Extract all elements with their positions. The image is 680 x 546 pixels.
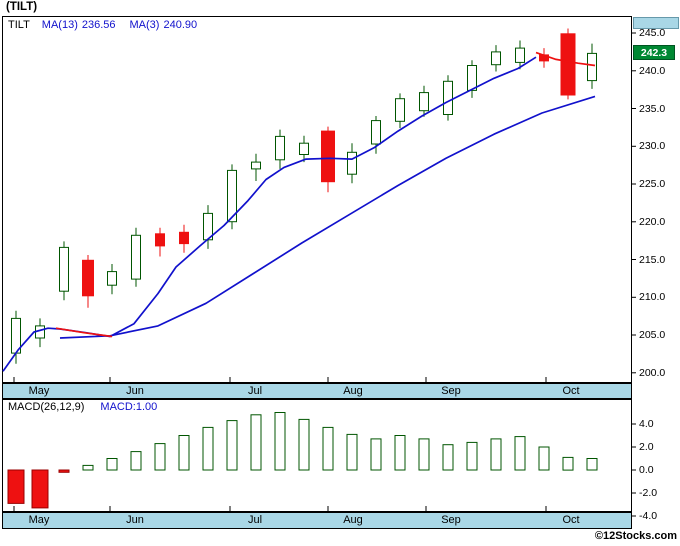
macd-bar-down [58,469,70,473]
candle-up [491,51,501,66]
macd-bar-down [31,469,49,509]
macd-axis-label: 2.0 [639,441,654,453]
candle-up [131,234,141,280]
price-axis-label: 235.0 [639,102,666,115]
macd-bar-up [154,443,166,471]
ma3-line [2,56,537,372]
macd-bar-up [586,458,598,471]
candle-up [587,52,597,82]
candle-up [347,151,357,175]
macd-bar-up [178,435,190,471]
macd-bar-up [106,458,118,471]
candle-up [395,98,405,122]
month-label: Jun [126,385,144,397]
price-axis-label: 240.0 [639,64,666,77]
legend-ma13-value: 236.56 [81,19,116,31]
price-axis-label: 230.0 [639,140,666,153]
ma3-line-red-segment [535,51,596,67]
macd-bar-up [442,444,454,471]
ma3-line-red-segment [55,327,113,338]
legend-ma13-label: MA(13) [41,19,78,31]
copyright-link[interactable]: ©12Stocks.com [594,530,677,542]
candle-down [560,33,576,96]
macd-bar-up [514,436,526,471]
price-axis-label: 220.0 [639,215,666,228]
month-label: Aug [343,514,363,526]
month-label: May [28,385,50,397]
macd-bar-up [346,433,358,471]
month-label: Aug [343,385,363,397]
price-axis-label: 225.0 [639,178,666,190]
macd-bar-up [538,446,550,471]
month-label: May [28,514,50,526]
month-label: Oct [562,385,580,397]
candle-up [251,161,261,170]
macd-axis-label: 4.0 [639,418,654,430]
legend-ma3-value: 240.90 [163,19,198,31]
month-label: Jul [247,514,263,526]
price-chart-panel [2,16,632,383]
candle-down [155,233,165,247]
current-price-badge: 242.3 [633,45,675,61]
candle-up [107,271,117,286]
legend-symbol: TILT [8,19,30,31]
macd-axis-label: -2.0 [639,487,658,499]
macd-bar-up [298,418,310,471]
macd-legend: MACD(26,12,9) MACD:1.00 [8,401,157,413]
price-axis-label: 245.0 [639,27,666,39]
candle-up [59,246,69,292]
candle-down [321,130,335,183]
candle-up [467,65,477,91]
price-axis-label: 205.0 [639,329,666,341]
macd-bar-up [202,426,214,471]
macd-bar-up [370,438,382,471]
month-label: Oct [562,514,580,526]
candle-up [371,120,381,145]
month-band-top: May Jun Jul Aug Sep Oct [2,383,632,399]
price-axis-label: 200.0 [639,366,666,379]
price-axis-label: 215.0 [639,253,666,266]
macd-bar-up [466,441,478,471]
ma13-line [59,95,596,339]
macd-bar-down [7,469,25,504]
month-label: Sep [441,514,461,526]
macd-axis-label: 0.0 [639,464,654,476]
macd-axis-label: -4.0 [639,510,658,522]
macd-params-label: MACD(26,12,9) [8,401,85,413]
macd-bar-up [562,456,574,471]
macd-bar-up [274,412,286,471]
candle-down [179,231,189,245]
candle-up [419,92,429,112]
macd-bar-up [490,438,502,471]
candle-up [443,80,453,116]
candle-up [275,135,285,161]
price-chart-legend: TILT MA(13) 236.56 MA(3) 240.90 [8,19,211,31]
month-band-bottom: May Jun Jul Aug Sep Oct [2,512,632,529]
macd-bar-up [322,426,334,471]
legend-ma3-label: MA(3) [129,19,160,31]
macd-bar-up [82,464,94,471]
axis-corner-box [633,17,679,29]
macd-panel [2,399,632,512]
candle-up [227,169,237,223]
macd-bar-up [226,420,238,471]
candle-up [299,142,309,155]
page-title: (TILT) [6,1,38,13]
macd-bar-up [250,414,262,471]
month-label: Jun [126,514,144,526]
macd-bar-up [418,438,430,471]
macd-bar-up [394,435,406,471]
price-axis-label: 210.0 [639,291,666,304]
candle-up [515,47,525,63]
candle-down [82,259,94,297]
macd-bar-up [130,451,142,471]
month-label: Sep [441,385,461,397]
macd-value-label: MACD:1.00 [100,401,158,413]
month-label: Jul [247,385,263,397]
